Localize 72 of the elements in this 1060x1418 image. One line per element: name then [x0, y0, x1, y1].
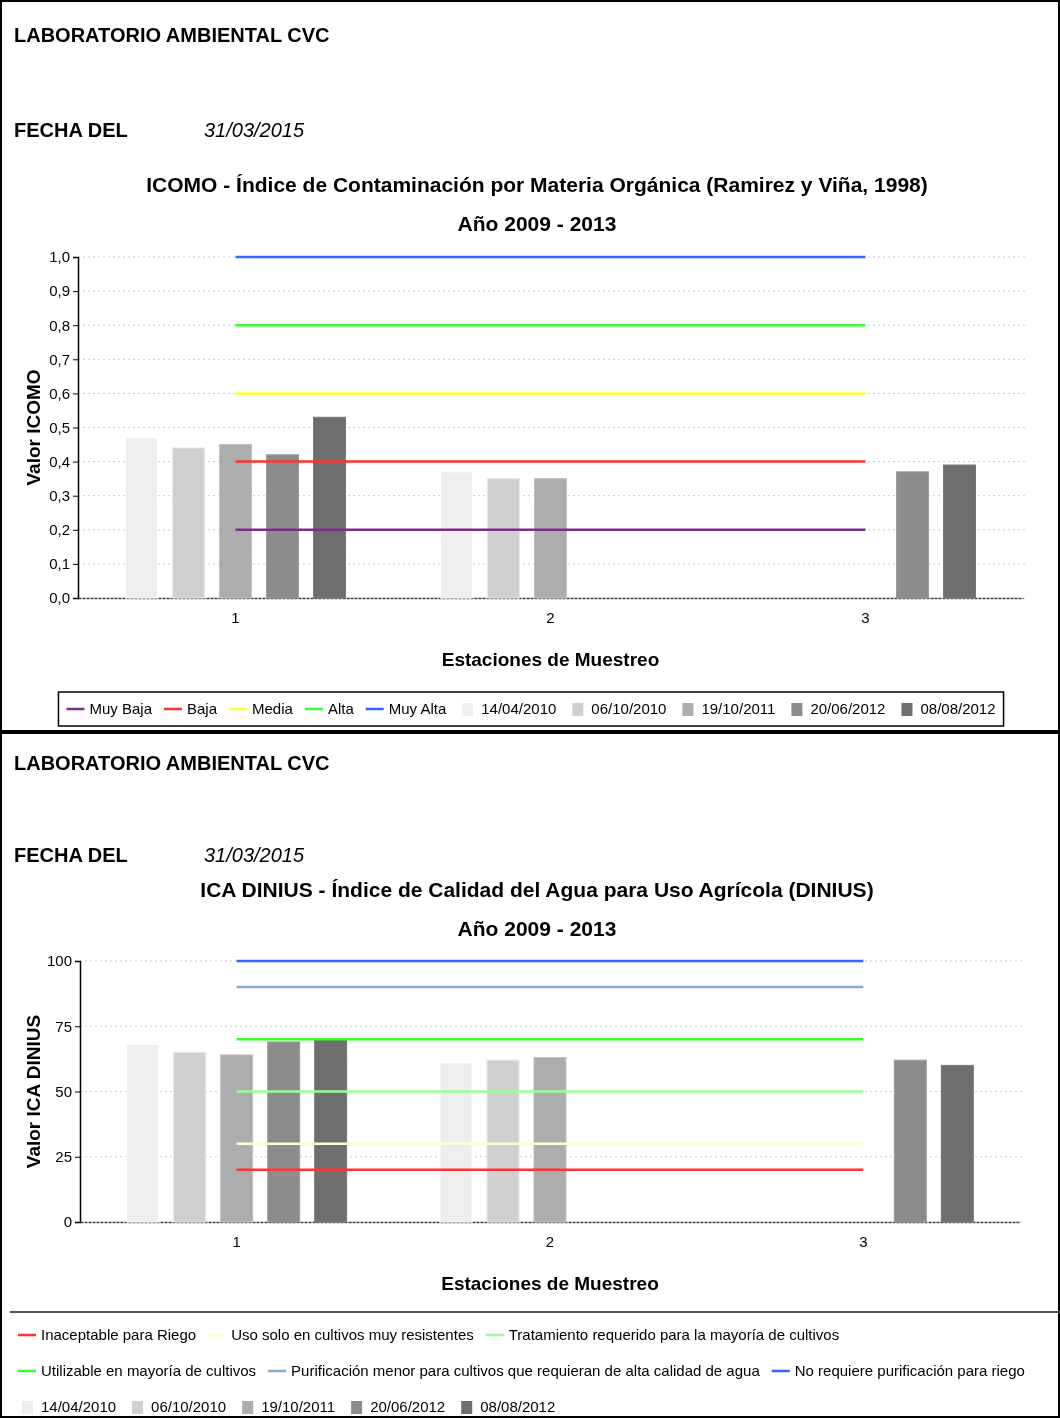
legend-label: 20/06/2012 [810, 700, 886, 717]
text: 31/03/2015 [204, 844, 305, 866]
legend-label: Inaceptable para Riego [41, 1326, 197, 1343]
text: 31/03/2015 [204, 119, 305, 141]
chart-subtitle: Año 2009 - 2013 [457, 917, 617, 940]
text: FECHA DEL [14, 119, 128, 141]
y-tick-label: 25 [55, 1148, 72, 1166]
legend-label: Baja [186, 700, 218, 717]
legend-label: 14/04/2010 [41, 1398, 117, 1415]
y-tick-label: 0,4 [49, 452, 70, 470]
legend-label: Media [252, 700, 294, 717]
x-tick-label: 2 [546, 608, 555, 626]
y-tick-label: 1,0 [49, 248, 70, 266]
x-tick-label: 1 [232, 1232, 241, 1250]
text: LABORATORIO AMBIENTAL CVC [14, 752, 330, 774]
y-tick-label: 0,7 [49, 350, 70, 368]
y-tick-label: 100 [46, 952, 72, 970]
x-tick-label: 3 [861, 608, 870, 626]
legend-label: Muy Baja [89, 700, 153, 717]
legend-label: 06/10/2010 [591, 700, 667, 717]
legend-label: 19/10/2011 [261, 1398, 336, 1415]
legend-label: 14/04/2010 [481, 700, 557, 717]
bar [314, 1038, 348, 1223]
bar [439, 1062, 473, 1223]
legend-label: Utilizable en mayoría de cultivos [41, 1362, 257, 1379]
legend-label: 08/08/2012 [920, 700, 996, 717]
chart-subtitle: Año 2009 - 2013 [457, 212, 617, 235]
bar [940, 1064, 974, 1223]
bar [313, 416, 346, 599]
legend-label: Purificación menor para cultivos que requieran de alta calidad de agua [291, 1362, 761, 1379]
bar [172, 447, 205, 599]
legend-label: 19/10/2011 [701, 700, 776, 717]
y-tick-label: 0,9 [49, 282, 70, 300]
y-tick-label: 0,5 [49, 418, 70, 436]
y-tick-label: 0,0 [49, 589, 70, 607]
y-axis-title: Valor ICOMO [23, 369, 44, 486]
y-tick-label: 0,2 [49, 521, 70, 539]
bar [267, 1041, 301, 1223]
legend-label: Uso solo en cultivos muy resistentes [231, 1326, 474, 1343]
bar [893, 1059, 927, 1223]
y-axis-title: Valor ICA DINIUS [23, 1014, 44, 1169]
bar [266, 454, 299, 599]
y-tick-label: 0,3 [49, 487, 70, 504]
chart-title: ICA DINIUS - Índice de Calidad del Agua para Uso Agrícola (DINIUS) [200, 878, 874, 901]
x-axis-title: Estaciones de Muestreo [441, 649, 660, 670]
legend-label: Alta [327, 700, 355, 717]
text: FECHA DEL [14, 844, 128, 866]
legend-label: 06/10/2010 [151, 1398, 227, 1415]
legend-label: 20/06/2012 [370, 1398, 446, 1415]
bar [487, 478, 520, 599]
x-tick-label: 2 [545, 1232, 555, 1250]
bar [125, 437, 158, 599]
legend-label: No requiere purificación para riego [794, 1362, 1025, 1379]
bar [943, 464, 976, 599]
text: LABORATORIO AMBIENTAL CVC [14, 24, 330, 46]
y-tick-label: 0,6 [49, 384, 70, 402]
x-axis-title: Estaciones de Muestreo [441, 1273, 659, 1294]
chart-title: ICOMO - Índice de Contaminación por Materia Orgánica (Ramirez y Viña, 1998) [146, 173, 928, 196]
bar [440, 471, 473, 599]
bar [126, 1044, 160, 1223]
legend-label: 08/08/2012 [480, 1398, 556, 1415]
bar [896, 471, 929, 599]
x-tick-label: 3 [859, 1232, 868, 1250]
legend-label: Tratamiento requerido para la mayoría de cultivos [508, 1326, 840, 1343]
y-tick-label: 0,8 [49, 316, 70, 334]
y-tick-label: 0,1 [49, 555, 70, 573]
y-tick-label: 50 [55, 1082, 72, 1100]
legend-label: Muy Alta [388, 700, 447, 717]
bar [220, 1054, 254, 1223]
x-tick-label: 1 [231, 608, 240, 626]
y-tick-label: 0 [63, 1213, 72, 1231]
y-tick-label: 75 [55, 1017, 72, 1035]
